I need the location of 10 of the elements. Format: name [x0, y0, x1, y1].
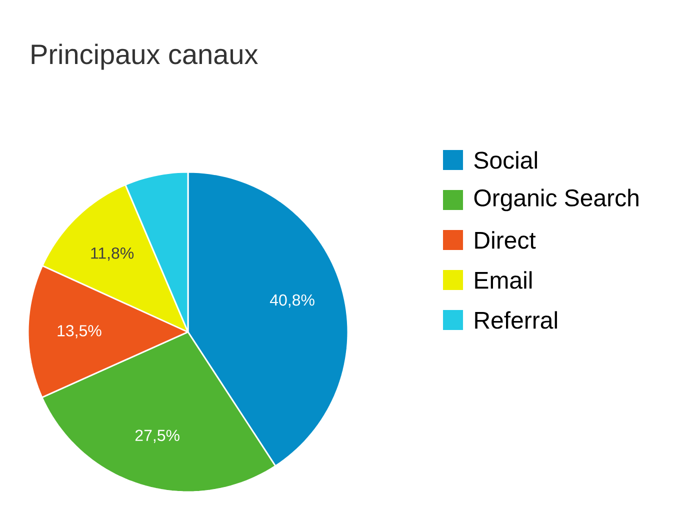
data-label: 27,5% [135, 430, 180, 443]
legend-label: Social [474, 151, 537, 169]
data-label: 13,5% [58, 325, 102, 338]
legend-label: Email [475, 271, 532, 289]
data-label: 40,8% [270, 294, 314, 308]
data-label: 11,8% [91, 247, 134, 261]
legend-label: Direct [475, 231, 536, 249]
legend-label: Referral [475, 311, 557, 329]
legend-label: Organic Search [474, 188, 638, 212]
chart-title: Principaux canaux [32, 44, 258, 70]
